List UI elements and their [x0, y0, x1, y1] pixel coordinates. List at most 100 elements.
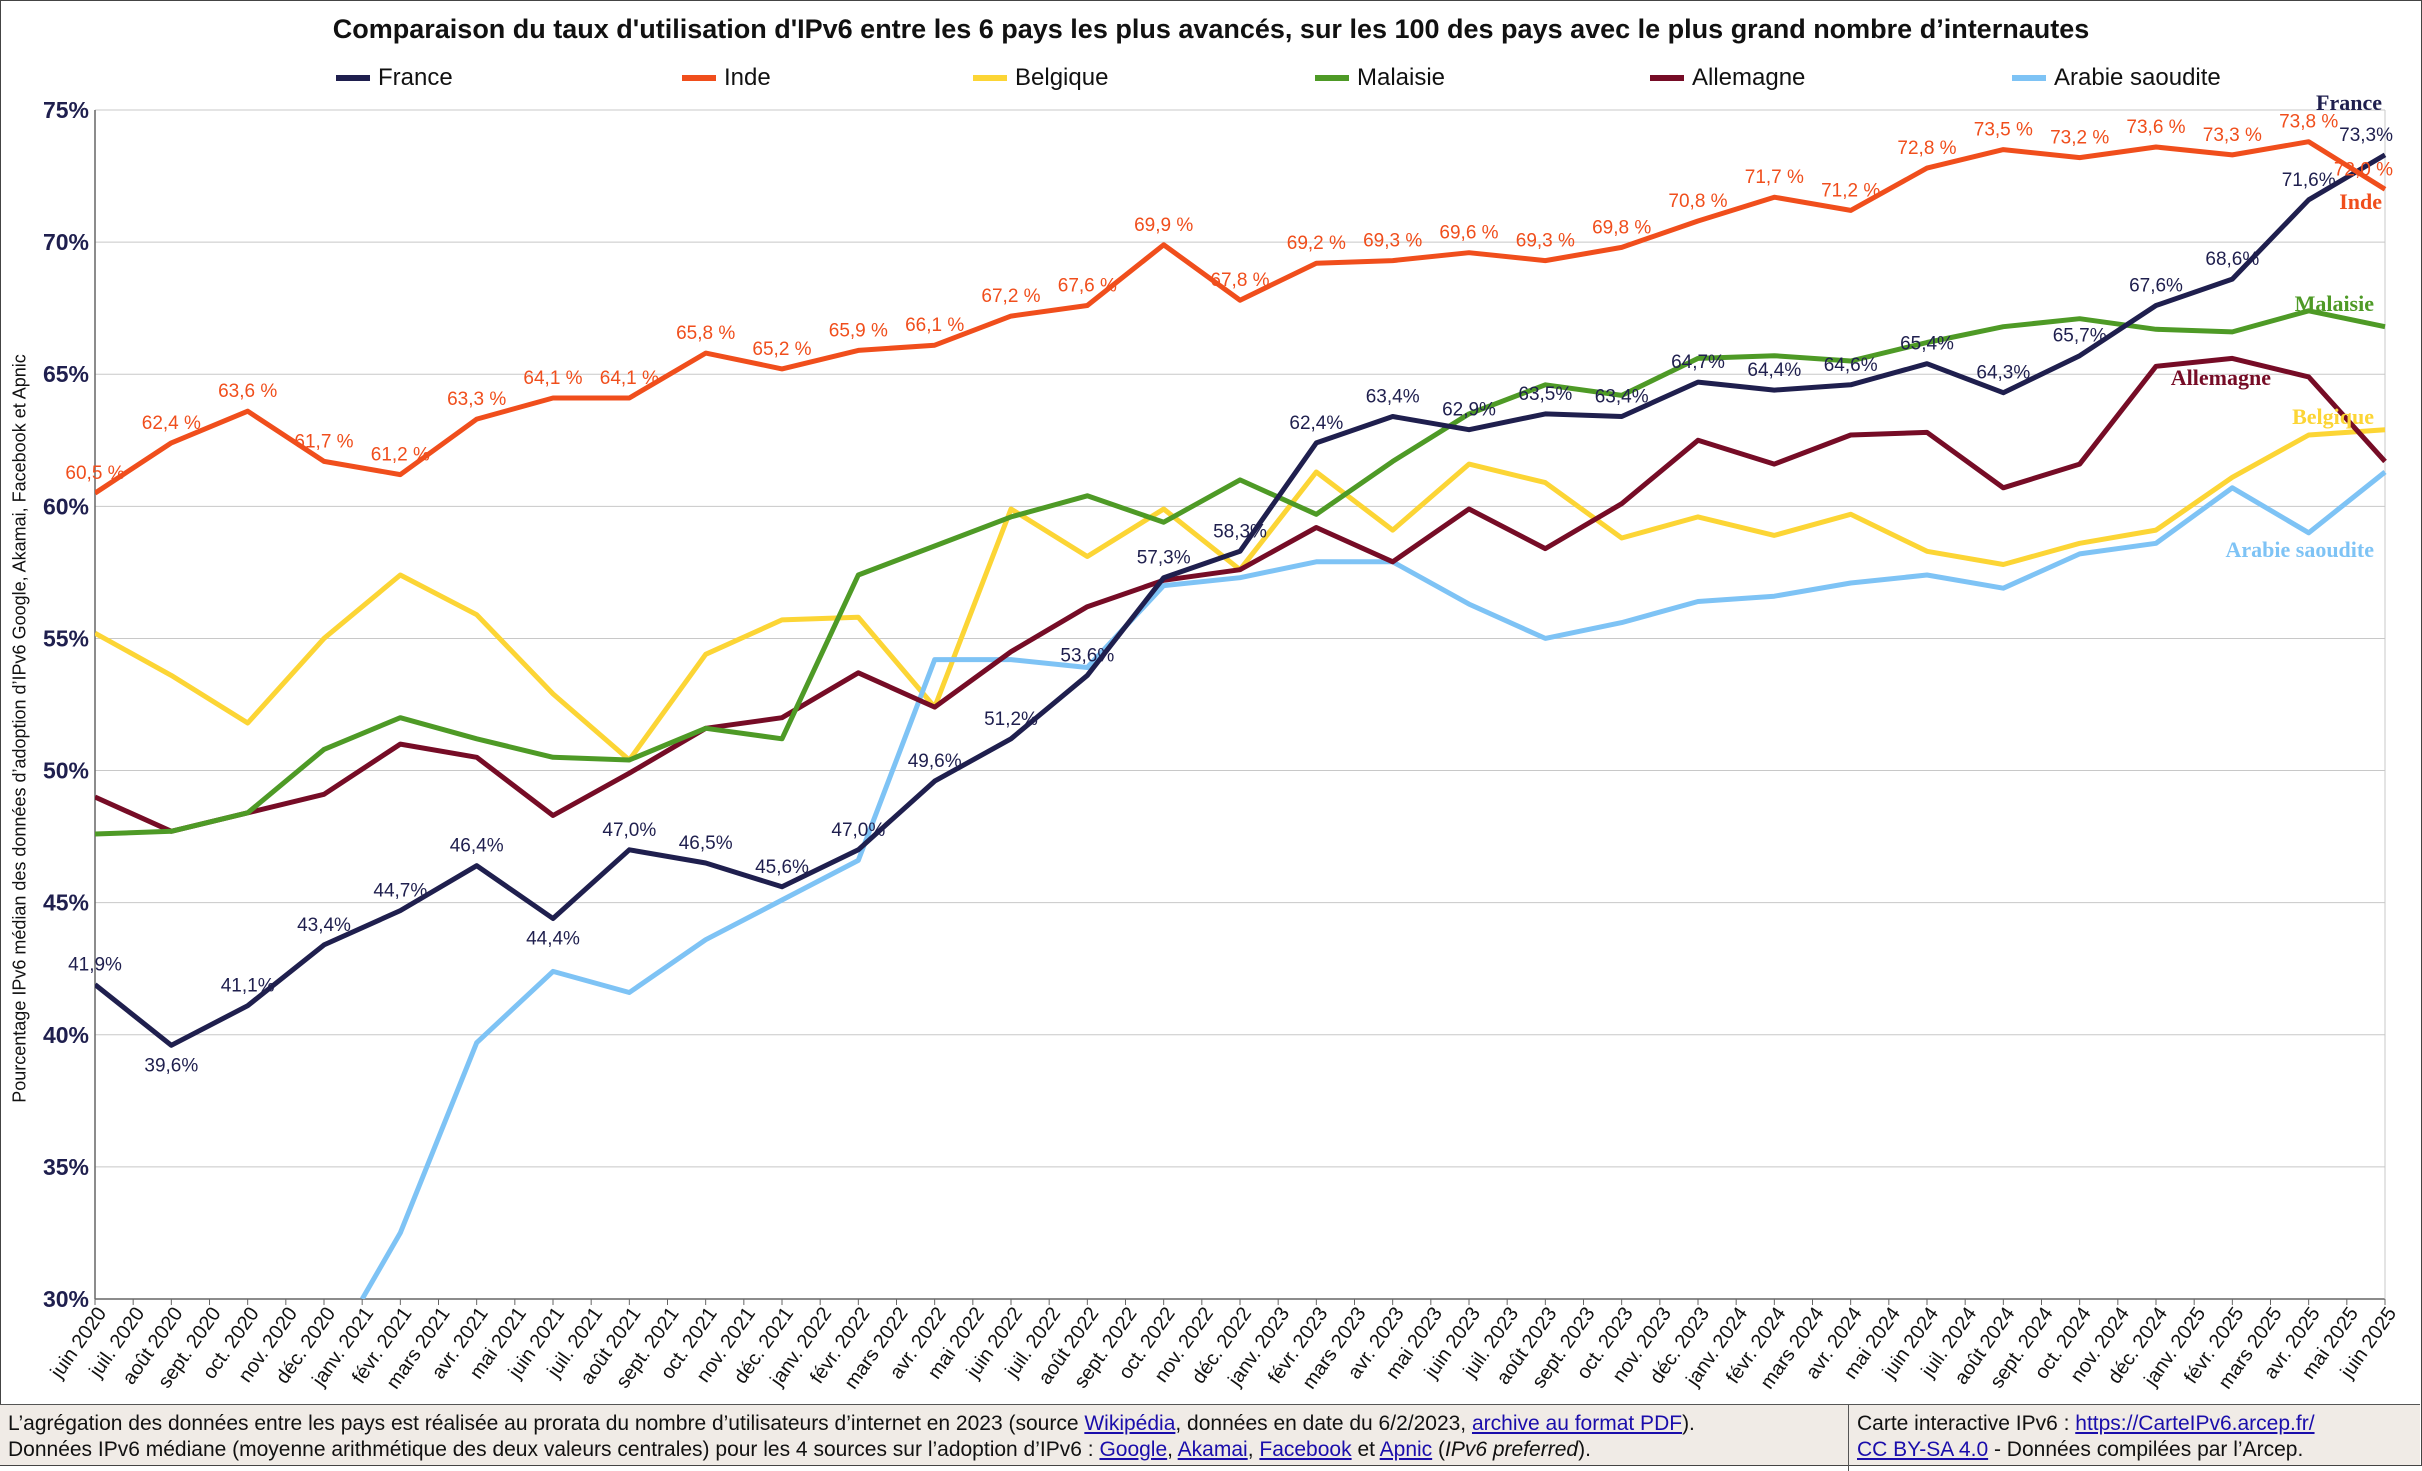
y-tick-label: 70% [43, 229, 89, 255]
data-label: 60,5 % [65, 463, 124, 484]
data-label: 73,6 % [2126, 117, 2185, 138]
data-label: 39,6% [144, 1055, 198, 1076]
wikipedia-link[interactable]: Wikipédia [1084, 1412, 1176, 1435]
data-label: 44,4% [526, 929, 580, 950]
data-label: 65,9 % [829, 320, 888, 341]
carte-ipv6-link[interactable]: https://CarteIPv6.arcep.fr/ [2075, 1412, 2315, 1435]
data-label: 41,1% [221, 976, 275, 997]
series-line-allemagne [95, 355, 2387, 834]
data-label: 57,3% [1137, 548, 1191, 569]
data-label: 69,3 % [1516, 231, 1575, 252]
y-tick-label: 50% [43, 758, 89, 784]
series-end-label: Belgique [2292, 404, 2374, 429]
legend-swatch [682, 75, 716, 81]
data-label: 71,2 % [1821, 180, 1880, 201]
footer-notes: L’agrégation des données entre les pays … [8, 1411, 1838, 1463]
y-tick-label: 65% [43, 361, 89, 387]
data-label: 62,4 % [142, 413, 201, 434]
footer-text: , [1167, 1438, 1178, 1461]
footer-text: L’agrégation des données entre les pays … [8, 1412, 1085, 1435]
data-label: 47,0% [831, 820, 885, 841]
footer-text: Données IPv6 médiane (moyenne arithmétiq… [8, 1438, 1100, 1461]
legend-swatch [973, 75, 1007, 81]
data-label: 65,7% [2053, 326, 2107, 347]
footer-credits: Carte interactive IPv6 : https://CarteIP… [1848, 1405, 2315, 1471]
legend-label: Allemagne [1692, 64, 1806, 91]
y-tick-label: 60% [43, 493, 89, 519]
series-line-inde [95, 139, 2387, 496]
line-chart: 30%35%40%45%50%55%60%65%70%75%juin 2020j… [43, 90, 2401, 1393]
data-label: 73,8 % [2279, 112, 2338, 133]
data-label: 71,7 % [1745, 167, 1804, 188]
google-link[interactable]: Google [1099, 1438, 1168, 1461]
data-label: 44,7% [373, 881, 427, 902]
data-label: 73,2 % [2050, 128, 2109, 149]
footer-line-1: L’agrégation des données entre les pays … [8, 1411, 1838, 1437]
legend-swatch [336, 75, 370, 81]
data-label: 64,7% [1671, 352, 1725, 373]
footer-line-2: Données IPv6 médiane (moyenne arithmétiq… [8, 1437, 1838, 1463]
footer: L’agrégation des données entre les pays … [0, 1404, 2420, 1471]
data-label: 73,3 % [2203, 125, 2262, 146]
footer-text: Carte interactive IPv6 : [1857, 1412, 2076, 1435]
data-label: 69,3 % [1363, 231, 1422, 252]
y-tick-label: 75% [43, 97, 89, 123]
data-label: 53,6% [1060, 645, 1114, 666]
series-line-malaisie [95, 308, 2386, 837]
data-label: 49,6% [908, 751, 962, 772]
series-end-label: Inde [2339, 189, 2382, 214]
data-label: 67,2 % [981, 286, 1040, 307]
data-label: 41,9% [68, 955, 122, 976]
footer-text: ( [1432, 1438, 1445, 1461]
data-label: 69,6 % [1439, 223, 1498, 244]
facebook-link[interactable]: Facebook [1259, 1438, 1352, 1461]
apnic-link[interactable]: Apnic [1379, 1438, 1433, 1461]
legend-item-allemagne: Allemagne [1650, 64, 1805, 92]
data-label: 62,4% [1289, 413, 1343, 434]
data-label: 72,8 % [1897, 138, 1956, 159]
footer-text: , [1247, 1438, 1260, 1461]
data-label: 46,5% [679, 833, 733, 854]
series-end-label: France [2316, 90, 2382, 115]
legend-item-france: France [336, 64, 453, 92]
license-link[interactable]: CC BY-SA 4.0 [1857, 1438, 1989, 1461]
data-label: 67,6 % [1058, 276, 1117, 297]
footer-text: et [1351, 1438, 1380, 1461]
data-label: 67,8 % [1210, 270, 1269, 291]
legend-label: Malaisie [1357, 64, 1446, 91]
data-label: 66,1 % [905, 315, 964, 336]
data-label: 64,6% [1824, 355, 1878, 376]
series-end-label: Allemagne [2171, 365, 2271, 390]
data-label: 45,6% [755, 857, 809, 878]
legend: France Inde Belgique Malaisie Allemagne … [0, 64, 2422, 100]
series-end-label: Arabie saoudite [2226, 537, 2375, 562]
legend-label: Belgique [1015, 64, 1109, 91]
chart-title: Comparaison du taux d'utilisation d'IPv6… [332, 14, 2090, 44]
data-label: 46,4% [450, 836, 504, 857]
data-label: 62,9% [1442, 400, 1496, 421]
legend-swatch [1315, 75, 1349, 81]
data-label: 65,4% [1900, 334, 1954, 355]
data-label: 72,0 % [2334, 159, 2393, 180]
data-label: 61,7 % [294, 431, 353, 452]
y-tick-label: 55% [43, 625, 89, 651]
pdf-archive-link[interactable]: archive au format PDF [1471, 1412, 1683, 1435]
akamai-link[interactable]: Akamai [1177, 1438, 1248, 1461]
data-label: 67,6% [2129, 276, 2183, 297]
legend-item-inde: Inde [682, 64, 771, 92]
data-label: 65,2 % [752, 339, 811, 360]
footer-text: , données en date du 6/2/2023, [1175, 1412, 1472, 1435]
data-label: 47,0% [602, 820, 656, 841]
data-label: 43,4% [297, 915, 351, 936]
data-label: 63,4% [1595, 386, 1649, 407]
legend-label: Arabie saoudite [2054, 64, 2221, 91]
data-label: 69,2 % [1287, 233, 1346, 254]
data-label: 69,9 % [1134, 215, 1193, 236]
data-label: 64,3% [1976, 363, 2030, 384]
legend-item-belgique: Belgique [973, 64, 1108, 92]
legend-label: Inde [724, 64, 771, 91]
legend-item-arabie-saoudite: Arabie saoudite [2012, 64, 2221, 92]
data-label: 71,6% [2282, 170, 2336, 191]
legend-swatch [2012, 75, 2046, 81]
data-label: 63,5% [1518, 384, 1572, 405]
